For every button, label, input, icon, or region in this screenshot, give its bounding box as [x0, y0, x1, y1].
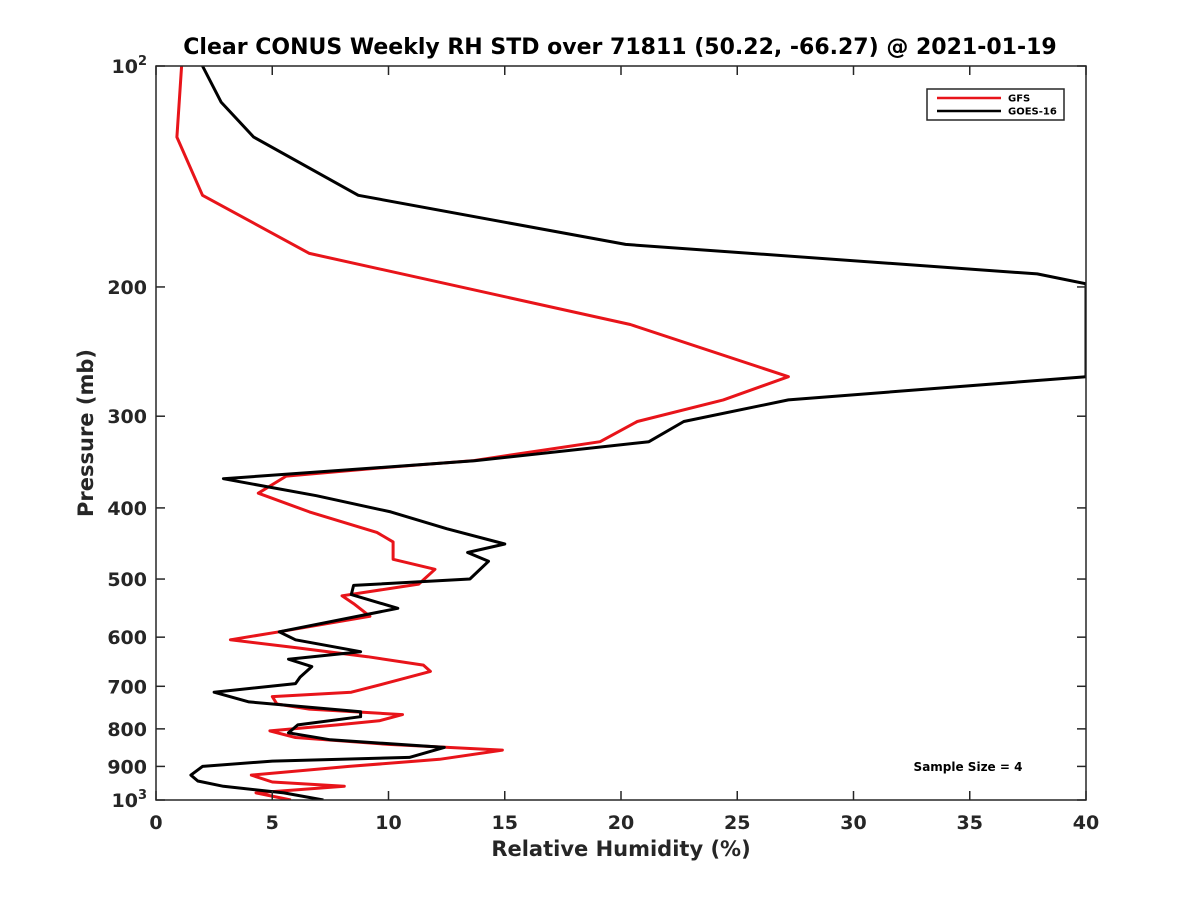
y-tick-label-base: 10	[112, 790, 138, 812]
y-tick-label: 600	[107, 627, 147, 649]
legend-label-goes-16: GOES-16	[1008, 107, 1057, 118]
legend-box	[926, 88, 1065, 121]
y-tick-label: 103	[112, 788, 148, 812]
y-tick-label-exponent: 3	[138, 788, 147, 803]
x-tick-label: 15	[492, 812, 518, 834]
y-tick-label-base: 900	[107, 756, 147, 778]
y-tick-label-base: 200	[107, 277, 147, 299]
y-tick-label: 200	[107, 277, 147, 299]
y-tick-label: 300	[107, 406, 147, 428]
x-tick-label: 5	[266, 812, 279, 834]
x-tick-label: 0	[149, 812, 162, 834]
y-tick-label-base: 700	[107, 676, 147, 698]
y-tick-label-base: 600	[107, 627, 147, 649]
y-tick-label: 400	[107, 498, 147, 520]
y-tick-label-base: 500	[107, 569, 147, 591]
series-layer	[175, 66, 1086, 800]
y-tick-label-base: 10	[112, 56, 138, 78]
x-tick-label: 40	[1073, 812, 1099, 834]
chart-title: Clear CONUS Weekly RH STD over 71811 (50…	[183, 35, 1056, 60]
y-axis-label: Pressure (mb)	[74, 349, 98, 517]
legend: GFS GOES-16	[926, 88, 1065, 121]
plot-area-frame	[155, 65, 1087, 801]
sample-size-annotation: Sample Size = 4	[914, 760, 1023, 774]
y-tick-label: 500	[107, 569, 147, 591]
x-axis-label: Relative Humidity (%)	[491, 837, 750, 861]
x-tick-label: 30	[840, 812, 866, 834]
x-axis: 0 5 10 15 20 25 30 35 40	[149, 66, 1099, 834]
y-tick-label-exponent: 2	[138, 54, 147, 69]
y-tick-label: 102	[112, 54, 148, 78]
x-tick-label: 10	[375, 812, 401, 834]
y-tick-label: 700	[107, 676, 147, 698]
series-line-gfs	[175, 66, 790, 800]
y-tick-label-base: 400	[107, 498, 147, 520]
x-tick-label: 20	[608, 812, 634, 834]
series-line-goes-16	[189, 66, 1086, 800]
x-tick-label: 25	[724, 812, 750, 834]
y-tick-label-base: 800	[107, 719, 147, 741]
legend-label-gfs: GFS	[1008, 94, 1030, 105]
y-tick-label-base: 300	[107, 406, 147, 428]
y-tick-label: 800	[107, 719, 147, 741]
y-tick-label: 900	[107, 756, 147, 778]
x-tick-label: 35	[957, 812, 983, 834]
